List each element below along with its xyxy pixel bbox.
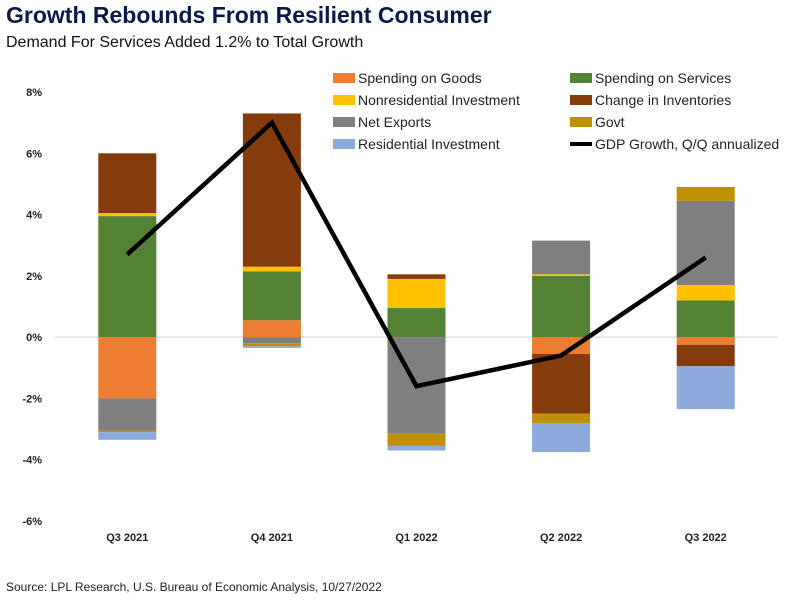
- legend-swatch: [570, 95, 592, 105]
- y-tick-label: -4%: [22, 455, 42, 467]
- legend-label: GDP Growth, Q/Q annualized: [595, 136, 779, 152]
- bar-segment: [676, 285, 735, 301]
- bar-segment: [98, 430, 157, 433]
- bar-segment: [532, 274, 591, 276]
- bar-segment: [242, 337, 301, 344]
- chart-title: Growth Rebounds From Resilient Consumer: [6, 2, 492, 28]
- bar-segment: [676, 366, 735, 410]
- bar-segment: [242, 320, 301, 338]
- y-tick-label: 4%: [26, 210, 42, 222]
- bar-segment: [387, 433, 446, 446]
- bar-segment: [387, 445, 446, 451]
- bar-segment: [242, 266, 301, 272]
- chart-subtitle: Demand For Services Added 1.2% to Total …: [6, 34, 364, 51]
- bar-segment: [387, 278, 446, 309]
- legend-label: Spending on Goods: [358, 70, 482, 86]
- legend-label: Net Exports: [358, 114, 431, 130]
- legend-label: Spending on Services: [595, 70, 731, 86]
- y-tick-label: 0%: [26, 332, 42, 344]
- x-tick-label: Q1 2022: [395, 532, 437, 544]
- legend-swatch: [333, 73, 355, 83]
- bar-segment: [242, 343, 301, 347]
- bar-segment: [387, 274, 446, 279]
- legend-label: Change in Inventories: [595, 92, 731, 108]
- bar-segment: [387, 308, 446, 338]
- x-tick-label: Q3 2022: [685, 532, 727, 544]
- bar-segment: [98, 153, 157, 214]
- legend-swatch: [333, 117, 355, 127]
- bar-segment: [532, 337, 591, 354]
- y-tick-label: 2%: [26, 271, 42, 283]
- bar-segment: [242, 113, 301, 267]
- bar-segment: [676, 344, 735, 367]
- legend-swatch: [570, 73, 592, 83]
- bar-segment: [532, 240, 591, 275]
- y-tick-label: -2%: [22, 393, 42, 405]
- x-tick-label: Q2 2022: [540, 532, 582, 544]
- x-tick-label: Q3 2021: [106, 532, 148, 544]
- bar-segment: [98, 432, 157, 440]
- bar-segment: [242, 346, 301, 348]
- legend-label: Nonresidential Investment: [358, 92, 520, 108]
- bar-segment: [98, 213, 157, 217]
- bar-segment: [532, 413, 591, 423]
- bar-segment: [532, 353, 591, 414]
- bar-segment: [532, 422, 591, 453]
- bar-segment: [676, 186, 735, 201]
- gdp-growth-line: [125, 119, 707, 389]
- legend-swatch: [333, 139, 355, 149]
- bar-segment: [98, 398, 157, 431]
- bar-segment: [676, 300, 735, 338]
- y-tick-label: -6%: [22, 516, 42, 528]
- legend-label: Govt: [595, 114, 625, 130]
- legend-swatch: [570, 117, 592, 127]
- x-tick-label: Q4 2021: [251, 532, 293, 544]
- bar-segment: [676, 337, 735, 345]
- legend-label: Residential Investment: [358, 136, 500, 152]
- bar-segment: [532, 275, 591, 338]
- legend-swatch: [333, 95, 355, 105]
- source-note: Source: LPL Research, U.S. Bureau of Eco…: [6, 580, 382, 594]
- bar-segment: [98, 337, 157, 399]
- bar-segment: [242, 271, 301, 321]
- y-tick-label: 8%: [26, 87, 42, 99]
- y-tick-label: 6%: [26, 148, 42, 160]
